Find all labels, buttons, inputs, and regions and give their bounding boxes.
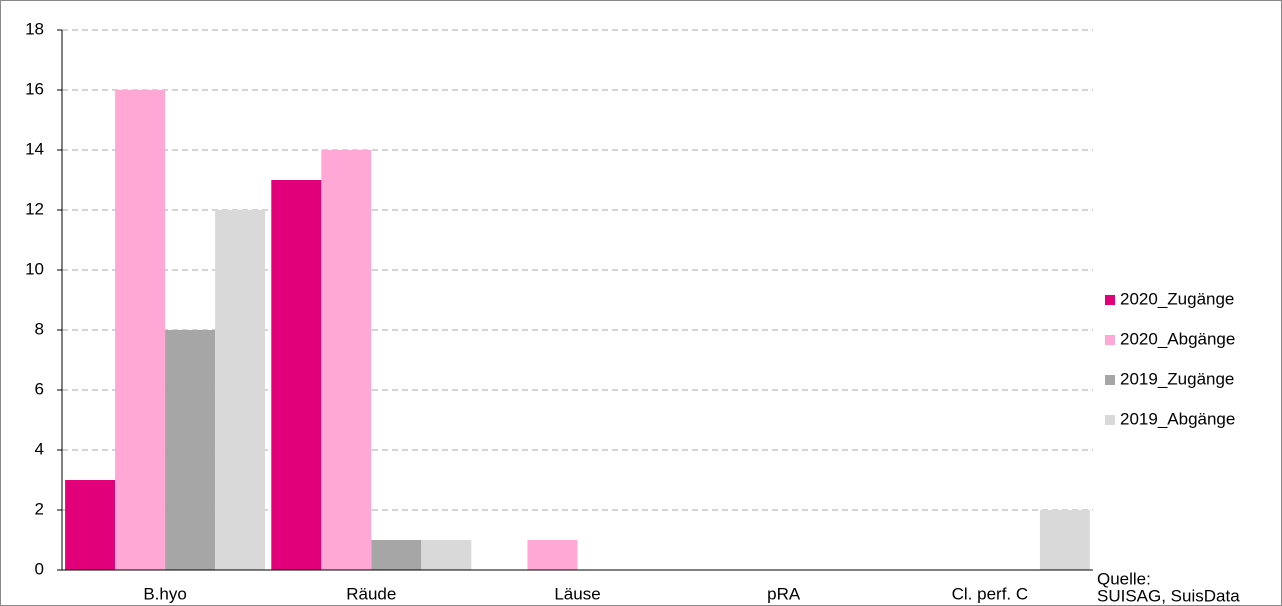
bar (215, 210, 266, 570)
legend-swatch (1105, 295, 1115, 305)
x-tick-label: pRA (767, 584, 801, 603)
bar (165, 330, 216, 570)
legend-label: 2019_Zugänge (1120, 369, 1234, 388)
annotation: Quelle: (1097, 569, 1151, 588)
x-tick-label: Läuse (554, 584, 600, 603)
legend-label: 2020_Abgänge (1120, 329, 1235, 348)
annotation: SUISAG, SuisData (1097, 586, 1240, 605)
y-tick-label: 18 (25, 19, 44, 38)
y-tick-label: 16 (25, 79, 44, 98)
y-tick-label: 10 (25, 259, 44, 278)
bar (371, 540, 422, 570)
y-tick-label: 0 (35, 559, 44, 578)
bar (65, 480, 116, 570)
legend-label: 2019_Abgänge (1120, 409, 1235, 428)
y-tick-label: 6 (35, 379, 44, 398)
bar (527, 540, 578, 570)
y-tick-label: 4 (35, 439, 44, 458)
y-tick-label: 2 (35, 499, 44, 518)
y-tick-label: 8 (35, 319, 44, 338)
x-tick-label: Räude (346, 584, 396, 603)
y-tick-label: 12 (25, 199, 44, 218)
x-tick-label: B.hyo (143, 584, 186, 603)
bar (115, 90, 166, 570)
legend-swatch (1105, 375, 1115, 385)
y-tick-label: 14 (25, 139, 44, 158)
legend-swatch (1105, 415, 1115, 425)
legend-swatch (1105, 335, 1115, 345)
bar (271, 180, 322, 570)
legend-label: 2020_Zugänge (1120, 289, 1234, 308)
x-tick-label: Cl. perf. C (952, 584, 1029, 603)
bar (321, 150, 372, 570)
bar (1039, 510, 1090, 570)
bar (421, 540, 472, 570)
